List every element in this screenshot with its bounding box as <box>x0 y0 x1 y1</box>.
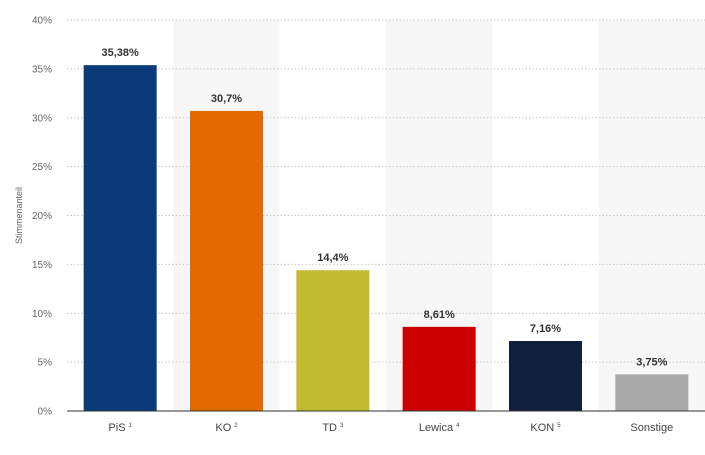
bar-ko[interactable] <box>190 110 263 411</box>
gridlines <box>67 19 705 363</box>
y-tick-label: 25% <box>32 162 52 173</box>
bar-pis[interactable] <box>83 65 157 412</box>
x-tick-label: Lewica 4 <box>419 422 460 434</box>
x-tick-label: KO 2 <box>215 422 238 434</box>
bar-kon[interactable] <box>509 341 582 411</box>
value-label: 30,7% <box>211 93 242 105</box>
value-label: 35,38% <box>102 47 140 59</box>
y-tick-label: 30% <box>32 113 52 124</box>
value-label: 7,16% <box>530 323 561 335</box>
x-tick-label: PiS 1 <box>108 422 132 434</box>
bar-sonstige[interactable] <box>615 374 689 411</box>
x-tick-label: Sonstige <box>630 422 673 434</box>
y-axis-title: Stimmenanteil <box>14 187 24 244</box>
y-tick-label: 10% <box>32 309 52 320</box>
y-tick-label: 35% <box>32 64 52 75</box>
value-label: 14,4% <box>317 252 348 264</box>
value-label: 3,75% <box>636 356 667 368</box>
y-tick-label: 5% <box>38 358 53 369</box>
y-tick-label: 40% <box>32 16 52 27</box>
y-tick-label: 0% <box>38 407 53 418</box>
y-tick-label: 20% <box>32 211 52 222</box>
x-tick-label: KON 5 <box>530 422 561 434</box>
bar-lewica[interactable] <box>402 326 476 411</box>
bar-td[interactable] <box>296 270 370 411</box>
axes: 0% 5% 10% 15% 20% 25% 30% 35% 40% Stimmenanteil Pi… <box>14 16 705 434</box>
value-label: 8,61% <box>424 309 455 321</box>
value-labels: 35,38% 30,7% 14,4% 8,61% 7,16% 3,75% <box>102 47 668 368</box>
y-tick-label: 15% <box>32 260 52 271</box>
x-tick-label: TD 3 <box>322 422 344 434</box>
bars <box>83 65 689 412</box>
